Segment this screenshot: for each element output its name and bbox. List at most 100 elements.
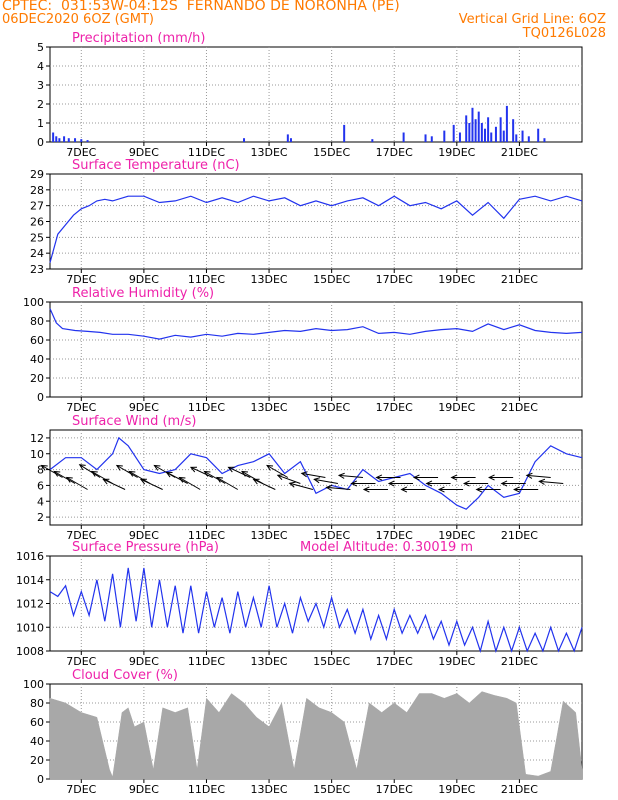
wind-arrow bbox=[539, 480, 564, 484]
y-tick-label: 28 bbox=[30, 184, 44, 197]
precip-bar bbox=[465, 115, 468, 142]
y-tick-label: 6 bbox=[37, 479, 44, 492]
plot-frame bbox=[49, 46, 583, 143]
y-tick-label: 5 bbox=[37, 41, 44, 54]
plot-frame bbox=[49, 301, 583, 398]
x-tick-label: 15DEC bbox=[313, 401, 350, 414]
wind-arrow-head bbox=[462, 480, 470, 487]
x-tick-label: 9DEC bbox=[129, 529, 159, 542]
x-tick-label: 19DEC bbox=[438, 783, 475, 796]
x-tick-label: 21DEC bbox=[501, 655, 538, 668]
precip-bar bbox=[74, 138, 77, 142]
wind-arrow-head bbox=[375, 474, 383, 481]
precip-bar bbox=[537, 128, 540, 142]
precip-bar bbox=[483, 128, 486, 142]
wind-arrow-head bbox=[288, 481, 296, 488]
wind-arrow-head bbox=[53, 470, 61, 477]
wind-arrow-head bbox=[189, 466, 197, 473]
wind-arrow bbox=[140, 478, 163, 490]
wind-arrow-head bbox=[276, 474, 284, 480]
precip-bar bbox=[402, 132, 405, 142]
wind-arrow bbox=[326, 486, 351, 490]
wind-arrow-head bbox=[437, 486, 445, 493]
x-tick-label: 7DEC bbox=[66, 529, 96, 542]
y-tick-label: 10 bbox=[30, 448, 44, 461]
wind-arrow-head bbox=[115, 464, 123, 471]
precip-bar bbox=[86, 140, 89, 142]
series-line bbox=[49, 195, 583, 263]
precip-bar bbox=[80, 139, 83, 142]
wind-arrow-head bbox=[488, 474, 495, 481]
wind-arrow-head bbox=[400, 486, 408, 493]
series-line bbox=[49, 308, 583, 340]
panel-title: Precipitation (mm/h) bbox=[72, 31, 205, 46]
x-tick-label: 11DEC bbox=[188, 655, 225, 668]
wind-arrow bbox=[116, 465, 138, 478]
x-tick-label: 9DEC bbox=[129, 783, 159, 796]
x-tick-label: 15DEC bbox=[313, 273, 350, 286]
precip-bar bbox=[243, 138, 246, 142]
y-tick-label: 20 bbox=[30, 754, 44, 767]
x-tick-label: 19DEC bbox=[438, 401, 475, 414]
x-tick-label: 11DEC bbox=[188, 783, 225, 796]
precip-bar bbox=[67, 138, 70, 142]
wind-arrow-head bbox=[475, 486, 483, 493]
x-tick-label: 13DEC bbox=[251, 401, 288, 414]
precip-bar bbox=[52, 132, 55, 142]
wind-arrow bbox=[277, 474, 301, 484]
wind-arrow-head bbox=[78, 464, 86, 471]
wind-arrow-head bbox=[90, 470, 98, 477]
wind-arrow-head bbox=[313, 477, 321, 484]
wind-arrow bbox=[79, 464, 101, 478]
wind-arrow-head bbox=[252, 478, 260, 485]
precip-bar bbox=[55, 136, 58, 142]
precip-bar bbox=[458, 132, 461, 142]
wind-arrow-head bbox=[139, 478, 147, 485]
wind-arrow-head bbox=[65, 476, 73, 483]
cloud-cover-area bbox=[49, 691, 583, 780]
y-tick-label: 8 bbox=[37, 464, 44, 477]
x-tick-label: 17DEC bbox=[376, 529, 413, 542]
wind-arrow bbox=[289, 482, 313, 490]
wind-arrow bbox=[526, 474, 551, 478]
wind-arrow-head bbox=[300, 471, 308, 478]
y-tick-label: 1012 bbox=[16, 598, 44, 611]
wind-arrow-head bbox=[40, 464, 48, 471]
x-tick-label: 17DEC bbox=[376, 146, 413, 159]
precip-bar bbox=[371, 139, 374, 142]
precip-bar bbox=[343, 124, 346, 142]
wind-arrow-head bbox=[525, 472, 533, 479]
wind-arrow bbox=[190, 466, 213, 478]
x-tick-label: 9DEC bbox=[129, 655, 159, 668]
x-tick-label: 7DEC bbox=[66, 146, 96, 159]
x-tick-label: 17DEC bbox=[376, 401, 413, 414]
x-tick-label: 7DEC bbox=[66, 401, 96, 414]
x-tick-label: 19DEC bbox=[438, 146, 475, 159]
plot-frame bbox=[49, 173, 583, 270]
y-tick-label: 23 bbox=[30, 263, 44, 276]
wind-arrow-head bbox=[425, 480, 433, 487]
precip-bar bbox=[502, 130, 505, 142]
station-header: CPTEC: 031:53W-04:12S FERNANDO DE NORONH… bbox=[2, 0, 400, 14]
wind-arrow-head bbox=[227, 466, 235, 473]
wind-arrow-head bbox=[128, 470, 136, 477]
wind-arrow-head bbox=[203, 470, 211, 477]
y-tick-label: 1014 bbox=[16, 574, 44, 587]
x-tick-label: 11DEC bbox=[188, 401, 225, 414]
wind-arrow-head bbox=[513, 486, 520, 493]
precip-bar bbox=[543, 138, 546, 142]
x-tick-label: 21DEC bbox=[501, 273, 538, 286]
wind-arrow-head bbox=[350, 480, 358, 487]
panel-title: Cloud Cover (%) bbox=[72, 668, 178, 683]
precip-bar bbox=[515, 134, 518, 142]
wind-arrow bbox=[204, 471, 226, 484]
wind-arrow bbox=[338, 474, 363, 478]
y-tick-label: 4 bbox=[37, 60, 44, 73]
wind-arrow bbox=[253, 478, 276, 490]
x-tick-label: 15DEC bbox=[313, 655, 350, 668]
y-tick-label: 0 bbox=[37, 136, 44, 149]
x-tick-label: 9DEC bbox=[129, 273, 159, 286]
y-tick-label: 24 bbox=[30, 247, 44, 260]
y-tick-label: 2 bbox=[37, 98, 44, 111]
x-tick-label: 19DEC bbox=[438, 655, 475, 668]
